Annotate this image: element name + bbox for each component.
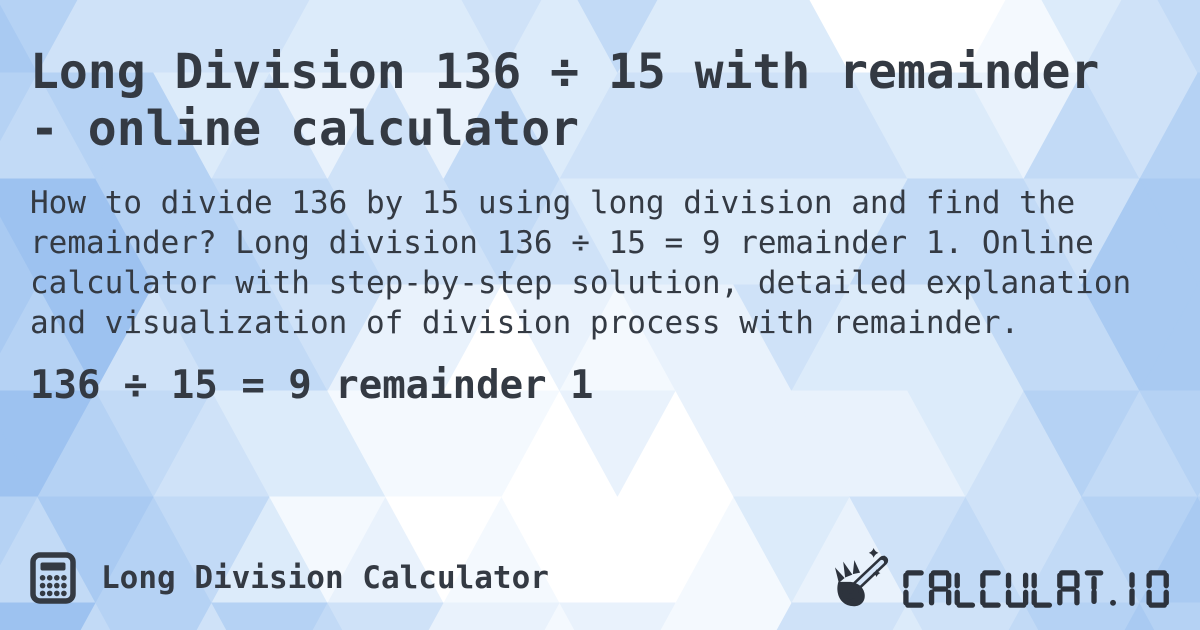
sparkle-stars: [868, 548, 888, 578]
division-result: 136 ÷ 15 = 9 remainder 1: [30, 363, 594, 408]
hand-fingers: [834, 560, 861, 583]
calculator-buttons: [39, 575, 67, 597]
site-logo: [834, 548, 1174, 608]
magic-wand-hand-icon: [834, 548, 889, 607]
footer-bar: Long Division Calculator: [30, 548, 1174, 608]
calculatio-logo-text: [903, 570, 1169, 608]
main-content: Long Division 136 ÷ 15 with remainder - …: [30, 44, 1172, 409]
page-description: How to divide 136 by 15 using long divis…: [30, 185, 1132, 341]
app-brand: Long Division Calculator: [30, 552, 549, 604]
calculator-icon: [30, 552, 76, 604]
app-label: Long Division Calculator: [101, 560, 549, 596]
page-title: Long Division 136 ÷ 15 with remainder - …: [30, 44, 1100, 157]
